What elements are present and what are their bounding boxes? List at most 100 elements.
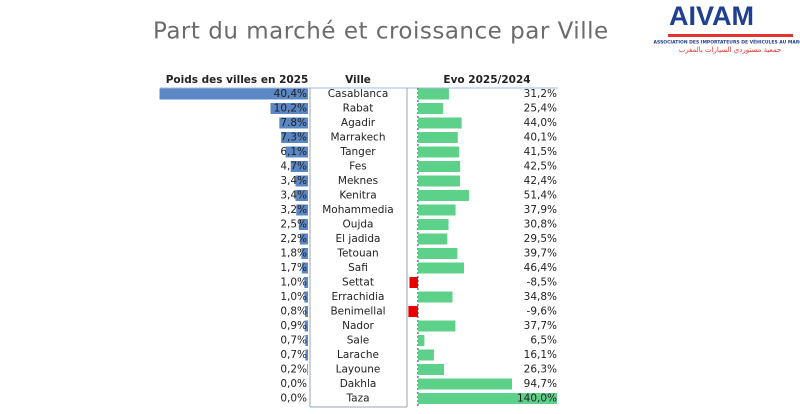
value-label: 26,3% bbox=[524, 364, 557, 376]
bar bbox=[417, 175, 461, 187]
bar bbox=[295, 175, 308, 187]
value-label: 4,7% bbox=[280, 161, 307, 173]
bar bbox=[299, 233, 308, 245]
bar bbox=[417, 291, 453, 303]
bar bbox=[417, 117, 462, 129]
value-label: 40,4% bbox=[274, 88, 307, 100]
bar bbox=[270, 103, 308, 114]
bar bbox=[417, 204, 456, 216]
category-label: Dakhla bbox=[340, 378, 377, 390]
bar bbox=[408, 306, 418, 317]
value-label: 1,0% bbox=[280, 277, 307, 289]
value-label: 0,8% bbox=[280, 306, 307, 318]
bar bbox=[417, 335, 425, 346]
category-label: Errachidia bbox=[332, 291, 385, 303]
value-label: 40,1% bbox=[524, 132, 557, 144]
category-label: Taza bbox=[345, 393, 369, 405]
category-label: El jadida bbox=[336, 233, 381, 245]
category-label: Sale bbox=[347, 335, 369, 347]
value-label: 6,5% bbox=[530, 335, 557, 347]
bar bbox=[305, 306, 308, 317]
bar bbox=[409, 277, 418, 288]
bar bbox=[279, 117, 308, 129]
bar bbox=[417, 248, 458, 259]
category-label: Settat bbox=[342, 277, 374, 289]
column-header: Evo 2025/2024 bbox=[443, 74, 530, 86]
category-label: Rabat bbox=[343, 103, 374, 115]
value-label: 37,9% bbox=[524, 204, 557, 216]
bar bbox=[417, 190, 469, 201]
bar bbox=[417, 349, 434, 361]
value-label: 51,4% bbox=[524, 190, 557, 202]
value-label: 1,0% bbox=[280, 291, 307, 303]
bar bbox=[304, 291, 308, 303]
bar bbox=[296, 204, 308, 216]
category-label: Safi bbox=[348, 262, 368, 274]
bar bbox=[305, 335, 308, 346]
value-label: 3,4% bbox=[280, 175, 307, 187]
value-label: 0,0% bbox=[280, 393, 307, 405]
bar bbox=[417, 262, 465, 274]
value-label: 42,4% bbox=[524, 175, 557, 187]
bar bbox=[417, 233, 448, 245]
bar bbox=[290, 161, 308, 172]
category-label: Kenitra bbox=[339, 190, 376, 202]
bar bbox=[307, 364, 308, 375]
logo-arabic: جمعية مستوردي السيارات بالمغرب bbox=[679, 46, 782, 54]
bar bbox=[301, 262, 308, 274]
bar bbox=[417, 146, 460, 158]
bar bbox=[298, 219, 308, 230]
value-label: 10,2% bbox=[274, 103, 307, 115]
category-label: Meknes bbox=[338, 175, 378, 187]
bar bbox=[417, 219, 449, 230]
value-label: 0,2% bbox=[280, 364, 307, 376]
value-label: 42,5% bbox=[524, 161, 557, 173]
value-label: 34,8% bbox=[524, 291, 557, 303]
value-label: 94,7% bbox=[524, 378, 557, 390]
value-label: 44,0% bbox=[524, 117, 557, 129]
column-header: Ville bbox=[345, 74, 371, 86]
bar bbox=[417, 88, 449, 100]
value-label: 6,1% bbox=[280, 146, 307, 158]
category-label: Tetouan bbox=[336, 248, 378, 260]
bar bbox=[417, 393, 557, 404]
value-label: 46,4% bbox=[524, 262, 557, 274]
bar bbox=[417, 103, 444, 114]
value-label: 41,5% bbox=[524, 146, 557, 158]
value-label: 140,0% bbox=[517, 393, 557, 405]
value-label: 0,9% bbox=[280, 320, 307, 332]
bar bbox=[295, 190, 308, 201]
category-label: Larache bbox=[337, 349, 379, 361]
bar bbox=[417, 161, 461, 172]
category-label: Mohammedia bbox=[322, 204, 394, 216]
value-label: 37,7% bbox=[524, 320, 557, 332]
value-label: 3,4% bbox=[280, 190, 307, 202]
value-label: 16,1% bbox=[524, 349, 557, 361]
value-label: -9,6% bbox=[527, 306, 557, 318]
value-label: 30,8% bbox=[524, 219, 557, 231]
category-label: Fes bbox=[349, 161, 366, 173]
value-label: 7.8% bbox=[280, 117, 307, 129]
value-label: 2,2% bbox=[280, 233, 307, 245]
category-label: Layoune bbox=[336, 364, 381, 376]
category-label: Marrakech bbox=[331, 132, 386, 144]
value-label: -8,5% bbox=[527, 277, 557, 289]
category-label: Tanger bbox=[339, 146, 376, 158]
bar bbox=[301, 248, 308, 259]
value-label: 2,5% bbox=[280, 219, 307, 231]
value-label: 3,2% bbox=[280, 204, 307, 216]
value-label: 29,5% bbox=[524, 233, 557, 245]
category-label: Agadir bbox=[341, 117, 376, 129]
logo-subtitle: ASSOCIATION DES IMPORTATEURS DE VÉHICULE… bbox=[654, 38, 800, 46]
category-label: Nador bbox=[342, 320, 374, 332]
bar bbox=[304, 277, 308, 288]
logo-name: AIVAM bbox=[669, 1, 754, 31]
value-label: 1,8% bbox=[280, 248, 307, 260]
value-label: 31,2% bbox=[524, 88, 557, 100]
value-label: 0,7% bbox=[280, 335, 307, 347]
value-label: 39,7% bbox=[524, 248, 557, 260]
value-label: 7,3% bbox=[280, 132, 307, 144]
category-label: Benimellal bbox=[330, 306, 385, 318]
